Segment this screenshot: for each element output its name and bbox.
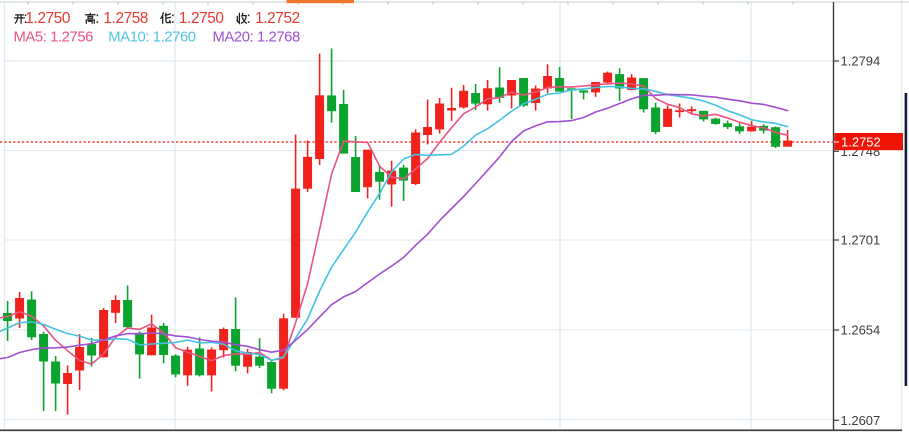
svg-text:1.2654: 1.2654 xyxy=(841,323,881,338)
svg-text:1.2750: 1.2750 xyxy=(25,10,70,27)
svg-text:MA5: 1.2756: MA5: 1.2756 xyxy=(14,29,94,45)
svg-text:1.2750: 1.2750 xyxy=(179,10,224,27)
svg-text::: : xyxy=(247,10,251,27)
svg-text::: : xyxy=(23,10,27,27)
svg-text:MA20: 1.2768: MA20: 1.2768 xyxy=(213,29,301,45)
svg-text::: : xyxy=(171,10,175,27)
svg-text:1.2752: 1.2752 xyxy=(255,10,300,27)
svg-text:1.2752: 1.2752 xyxy=(841,135,881,150)
svg-text:1.2758: 1.2758 xyxy=(103,10,148,27)
svg-text:1.2701: 1.2701 xyxy=(841,233,881,248)
svg-text:1.2607: 1.2607 xyxy=(841,413,881,428)
svg-text::: : xyxy=(95,10,99,27)
svg-text:MA10: 1.2760: MA10: 1.2760 xyxy=(108,29,196,45)
svg-text:1.2794: 1.2794 xyxy=(841,54,881,69)
